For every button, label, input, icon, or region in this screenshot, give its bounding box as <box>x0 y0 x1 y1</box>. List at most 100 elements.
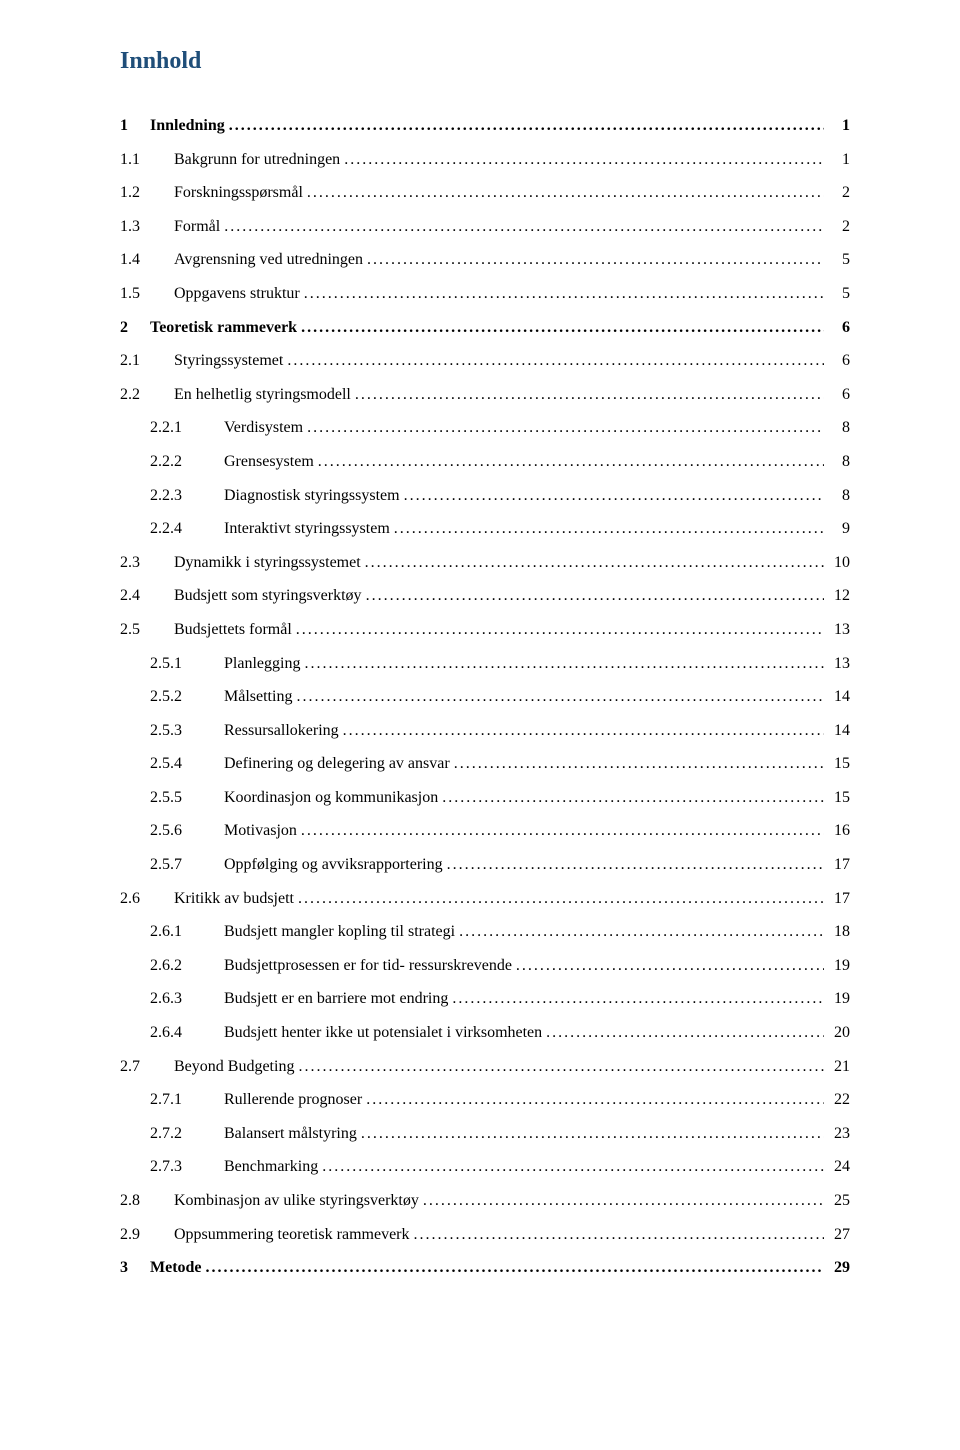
toc-entry[interactable]: 2.7Beyond Budgeting 21 <box>120 1056 850 1078</box>
toc-entry[interactable]: 2.5.5Koordinasjon og kommunikasjon15 <box>120 787 850 809</box>
toc-entry-label: Beyond Budgeting <box>174 1056 294 1078</box>
toc-entry-page: 25 <box>828 1190 850 1212</box>
toc-entry-label: Budsjettets formål <box>174 619 292 641</box>
toc-entry[interactable]: 1.4Avgrensning ved utredningen5 <box>120 249 850 271</box>
toc-entry-number: 2.2 <box>120 384 174 406</box>
toc-entry-number: 2.7.3 <box>120 1156 224 1178</box>
toc-entry-number: 1.1 <box>120 149 174 171</box>
toc-entry[interactable]: 1.2Forskningsspørsmål2 <box>120 182 850 204</box>
toc-entry-page: 6 <box>828 317 850 339</box>
page-title: Innhold <box>120 48 850 75</box>
toc-entry-number: 2 <box>120 317 150 339</box>
toc-entry[interactable]: 2.7.3Benchmarking24 <box>120 1156 850 1178</box>
toc-entry-label: Budsjettprosessen er for tid- ressurskre… <box>224 955 512 977</box>
toc-entry-number: 1.5 <box>120 283 174 305</box>
toc-entry[interactable]: 1.1Bakgrunn for utredningen1 <box>120 149 850 171</box>
toc-entry-number: 2.7 <box>120 1056 174 1078</box>
toc-leader-dots <box>298 888 824 910</box>
toc-entry-label: Kombinasjon av ulike styringsverktøy <box>174 1190 419 1212</box>
toc-leader-dots <box>361 1123 824 1145</box>
toc-leader-dots <box>318 451 824 473</box>
toc-entry-page: 16 <box>828 820 850 842</box>
toc-entry[interactable]: 2.6Kritikk av budsjett 17 <box>120 888 850 910</box>
table-of-contents: 1Innledning1 1.1Bakgrunn for utredningen1… <box>120 115 850 1279</box>
toc-entry[interactable]: 2.2.1Verdisystem8 <box>120 417 850 439</box>
toc-entry[interactable]: 1.3Formål2 <box>120 216 850 238</box>
toc-entry[interactable]: 2.6.3Budsjett er en barriere mot endring… <box>120 988 850 1010</box>
toc-entry-page: 5 <box>828 249 850 271</box>
toc-entry-page: 14 <box>828 720 850 742</box>
toc-leader-dots <box>304 283 824 305</box>
toc-leader-dots <box>307 182 824 204</box>
toc-leader-dots <box>423 1190 824 1212</box>
toc-entry[interactable]: 2.2.2Grensesystem8 <box>120 451 850 473</box>
toc-entry-number: 2.5.7 <box>120 854 224 876</box>
toc-entry[interactable]: 2.6.2Budsjettprosessen er for tid- ressu… <box>120 955 850 977</box>
toc-entry[interactable]: 2.5Budsjettets formål13 <box>120 619 850 641</box>
toc-entry-page: 2 <box>828 216 850 238</box>
toc-entry-number: 2.6.2 <box>120 955 224 977</box>
toc-entry[interactable]: 3Metode29 <box>120 1257 850 1279</box>
toc-leader-dots <box>301 317 824 339</box>
toc-entry[interactable]: 2.2.3Diagnostisk styringssystem8 <box>120 485 850 507</box>
toc-entry-label: Kritikk av budsjett <box>174 888 294 910</box>
toc-entry-page: 12 <box>828 585 850 607</box>
toc-leader-dots <box>296 686 824 708</box>
toc-leader-dots <box>229 115 824 137</box>
toc-leader-dots <box>366 585 824 607</box>
toc-entry-label: Innledning <box>150 115 225 137</box>
toc-entry-number: 2.6.1 <box>120 921 224 943</box>
toc-entry-page: 19 <box>828 988 850 1010</box>
toc-entry-number: 2.6 <box>120 888 174 910</box>
toc-entry[interactable]: 2.8Kombinasjon av ulike styringsverktøy 2… <box>120 1190 850 1212</box>
toc-entry-label: Verdisystem <box>224 417 303 439</box>
toc-entry[interactable]: 2.4Budsjett som styringsverktøy12 <box>120 585 850 607</box>
toc-entry[interactable]: 2.9Oppsummering teoretisk rammeverk27 <box>120 1224 850 1246</box>
toc-entry[interactable]: 2.7.2Balansert målstyring23 <box>120 1123 850 1145</box>
toc-entry-page: 2 <box>828 182 850 204</box>
toc-entry-label: Grensesystem <box>224 451 314 473</box>
toc-entry[interactable]: 2.5.6Motivasjon16 <box>120 820 850 842</box>
toc-entry-page: 21 <box>828 1056 850 1078</box>
toc-entry-number: 2.8 <box>120 1190 174 1212</box>
toc-entry[interactable]: 2.5.1Planlegging13 <box>120 653 850 675</box>
toc-entry[interactable]: 1Innledning1 <box>120 115 850 137</box>
toc-entry[interactable]: 2.6.4Budsjett henter ikke ut potensialet… <box>120 1022 850 1044</box>
toc-entry[interactable]: 2.5.7Oppfølging og avviksrapportering17 <box>120 854 850 876</box>
toc-leader-dots <box>404 485 824 507</box>
toc-entry-label: Balansert målstyring <box>224 1123 357 1145</box>
toc-entry[interactable]: 2.5.3Ressursallokering14 <box>120 720 850 742</box>
toc-entry-page: 23 <box>828 1123 850 1145</box>
toc-entry-label: Oppgavens struktur <box>174 283 300 305</box>
toc-entry-number: 2.5.6 <box>120 820 224 842</box>
toc-entry-page: 8 <box>828 485 850 507</box>
toc-entry-label: Oppfølging og avviksrapportering <box>224 854 443 876</box>
toc-leader-dots <box>454 753 824 775</box>
toc-entry-page: 14 <box>828 686 850 708</box>
toc-entry-label: Avgrensning ved utredningen <box>174 249 363 271</box>
toc-entry[interactable]: 2.6.1Budsjett mangler kopling til strate… <box>120 921 850 943</box>
toc-entry-label: Forskningsspørsmål <box>174 182 303 204</box>
toc-leader-dots <box>287 350 824 372</box>
toc-entry[interactable]: 2.1Styringssystemet6 <box>120 350 850 372</box>
toc-entry[interactable]: 2.5.4Definering og delegering av ansvar1… <box>120 753 850 775</box>
toc-entry-label: Budsjett mangler kopling til strategi <box>224 921 455 943</box>
toc-entry[interactable]: 2.2En helhetlig styringsmodell6 <box>120 384 850 406</box>
toc-entry-number: 2.1 <box>120 350 174 372</box>
toc-entry[interactable]: 2.5.2Målsetting14 <box>120 686 850 708</box>
toc-entry[interactable]: 2Teoretisk rammeverk6 <box>120 317 850 339</box>
toc-leader-dots <box>459 921 824 943</box>
toc-entry[interactable]: 2.2.4Interaktivt styringssystem9 <box>120 518 850 540</box>
toc-entry-page: 13 <box>828 653 850 675</box>
toc-entry-number: 2.2.2 <box>120 451 224 473</box>
toc-entry-page: 6 <box>828 350 850 372</box>
toc-entry-number: 2.6.3 <box>120 988 224 1010</box>
toc-entry[interactable]: 1.5Oppgavens struktur5 <box>120 283 850 305</box>
toc-entry-label: Planlegging <box>224 653 300 675</box>
toc-leader-dots <box>355 384 824 406</box>
toc-entry-number: 2.7.1 <box>120 1089 224 1111</box>
toc-entry-label: Oppsummering teoretisk rammeverk <box>174 1224 410 1246</box>
toc-entry[interactable]: 2.3Dynamikk i styringssystemet10 <box>120 552 850 574</box>
toc-entry-page: 17 <box>828 888 850 910</box>
toc-entry[interactable]: 2.7.1Rullerende prognoser22 <box>120 1089 850 1111</box>
